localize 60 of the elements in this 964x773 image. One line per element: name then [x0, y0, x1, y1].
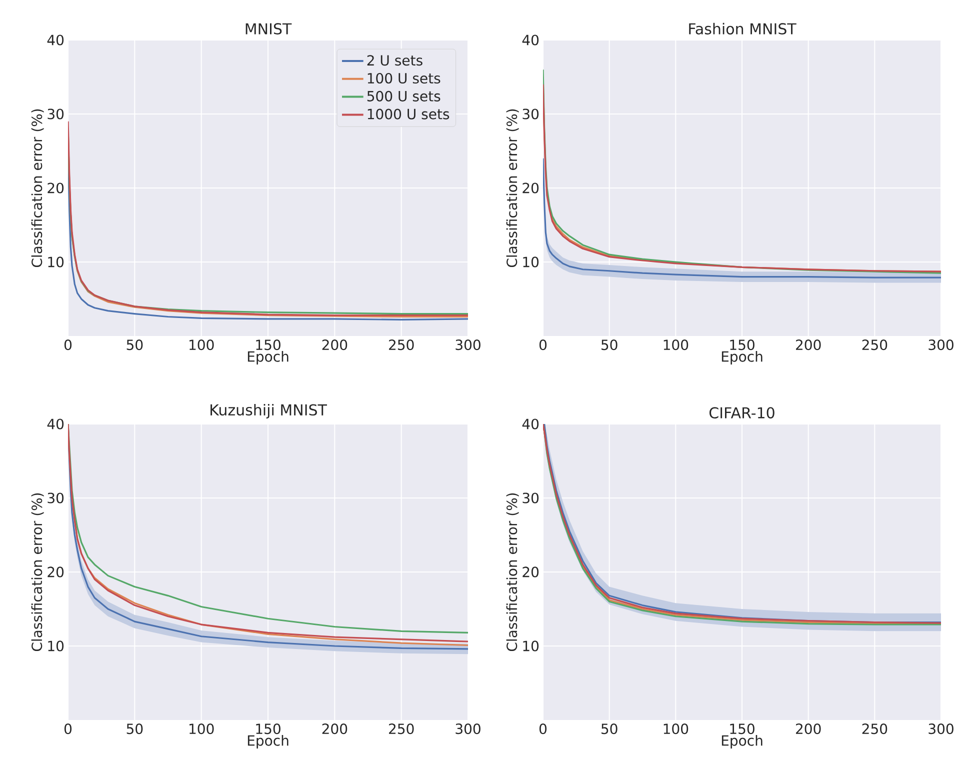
y-tick-label: 20	[48, 566, 64, 578]
x-tick-label: 200	[796, 340, 821, 350]
x-tick-label: 50	[126, 724, 143, 734]
y-tick-label: 40	[522, 34, 539, 46]
y-tick-label: 20	[48, 182, 64, 194]
x-tick-label: 200	[322, 340, 348, 350]
y-tick-label: 10	[48, 640, 64, 652]
x-tick-label: 50	[602, 724, 618, 734]
x-tick-label: 200	[796, 724, 821, 734]
x-tick-label: 100	[664, 340, 688, 350]
y-axis-title: Classification error (%)	[506, 109, 519, 268]
y-tick-label: 10	[48, 256, 64, 268]
y-tick-label: 40	[522, 418, 539, 430]
y-tick-label: 10	[523, 256, 539, 268]
x-axis-title: Epoch	[722, 734, 762, 749]
x-tick-label: 100	[664, 724, 688, 734]
x-tick-label: 50	[602, 340, 618, 350]
x-axis-title: Epoch	[248, 734, 288, 749]
legend-label: 2 U sets	[367, 55, 422, 66]
y-axis-title: Classification error (%)	[506, 493, 519, 652]
x-tick-label: 0	[539, 724, 547, 734]
legend-label: 500 U sets	[367, 90, 440, 102]
x-tick-label: 250	[388, 724, 414, 734]
x-tick-label: 100	[190, 724, 214, 734]
x-tick-label: 300	[928, 724, 954, 734]
y-tick-label: 40	[47, 418, 64, 430]
chart-title: Fashion MNIST	[689, 22, 796, 34]
x-tick-label: 150	[730, 724, 754, 734]
x-tick-label: 150	[256, 340, 280, 350]
y-tick-label: 30	[522, 108, 539, 120]
x-tick-label: 250	[388, 340, 414, 350]
legend-label: 100 U sets	[368, 72, 440, 84]
y-tick-label: 10	[523, 640, 539, 652]
y-tick-label: 40	[47, 34, 64, 46]
y-tick-label: 30	[522, 492, 539, 504]
x-tick-label: 0	[64, 340, 72, 350]
x-tick-label: 100	[190, 340, 214, 350]
y-tick-label: 20	[522, 182, 539, 194]
legend-label: 1000 U sets	[368, 108, 450, 120]
x-tick-label: 250	[862, 340, 888, 350]
x-tick-label: 250	[862, 724, 888, 734]
x-tick-label: 200	[322, 724, 348, 734]
x-axis-title: Epoch	[248, 350, 288, 365]
x-tick-label: 50	[126, 340, 143, 350]
x-tick-label: 150	[730, 340, 754, 350]
y-axis-title: Classification error (%)	[31, 109, 44, 268]
x-tick-label: 300	[456, 724, 480, 734]
x-tick-label: 300	[456, 340, 480, 350]
y-tick-label: 30	[48, 492, 64, 504]
x-tick-label: 150	[256, 724, 280, 734]
y-tick-label: 20	[522, 566, 539, 578]
chart-title: Kuzushiji MNIST	[210, 404, 327, 418]
x-tick-label: 0	[539, 340, 547, 350]
x-tick-label: 0	[64, 724, 72, 734]
chart-title: CIFAR-10	[709, 407, 774, 418]
x-axis-title: Epoch	[722, 350, 762, 365]
x-tick-label: 300	[928, 340, 954, 350]
y-axis-title: Classification error (%)	[31, 493, 44, 652]
y-tick-label: 30	[48, 108, 64, 120]
chart-title: MNIST	[246, 23, 292, 34]
